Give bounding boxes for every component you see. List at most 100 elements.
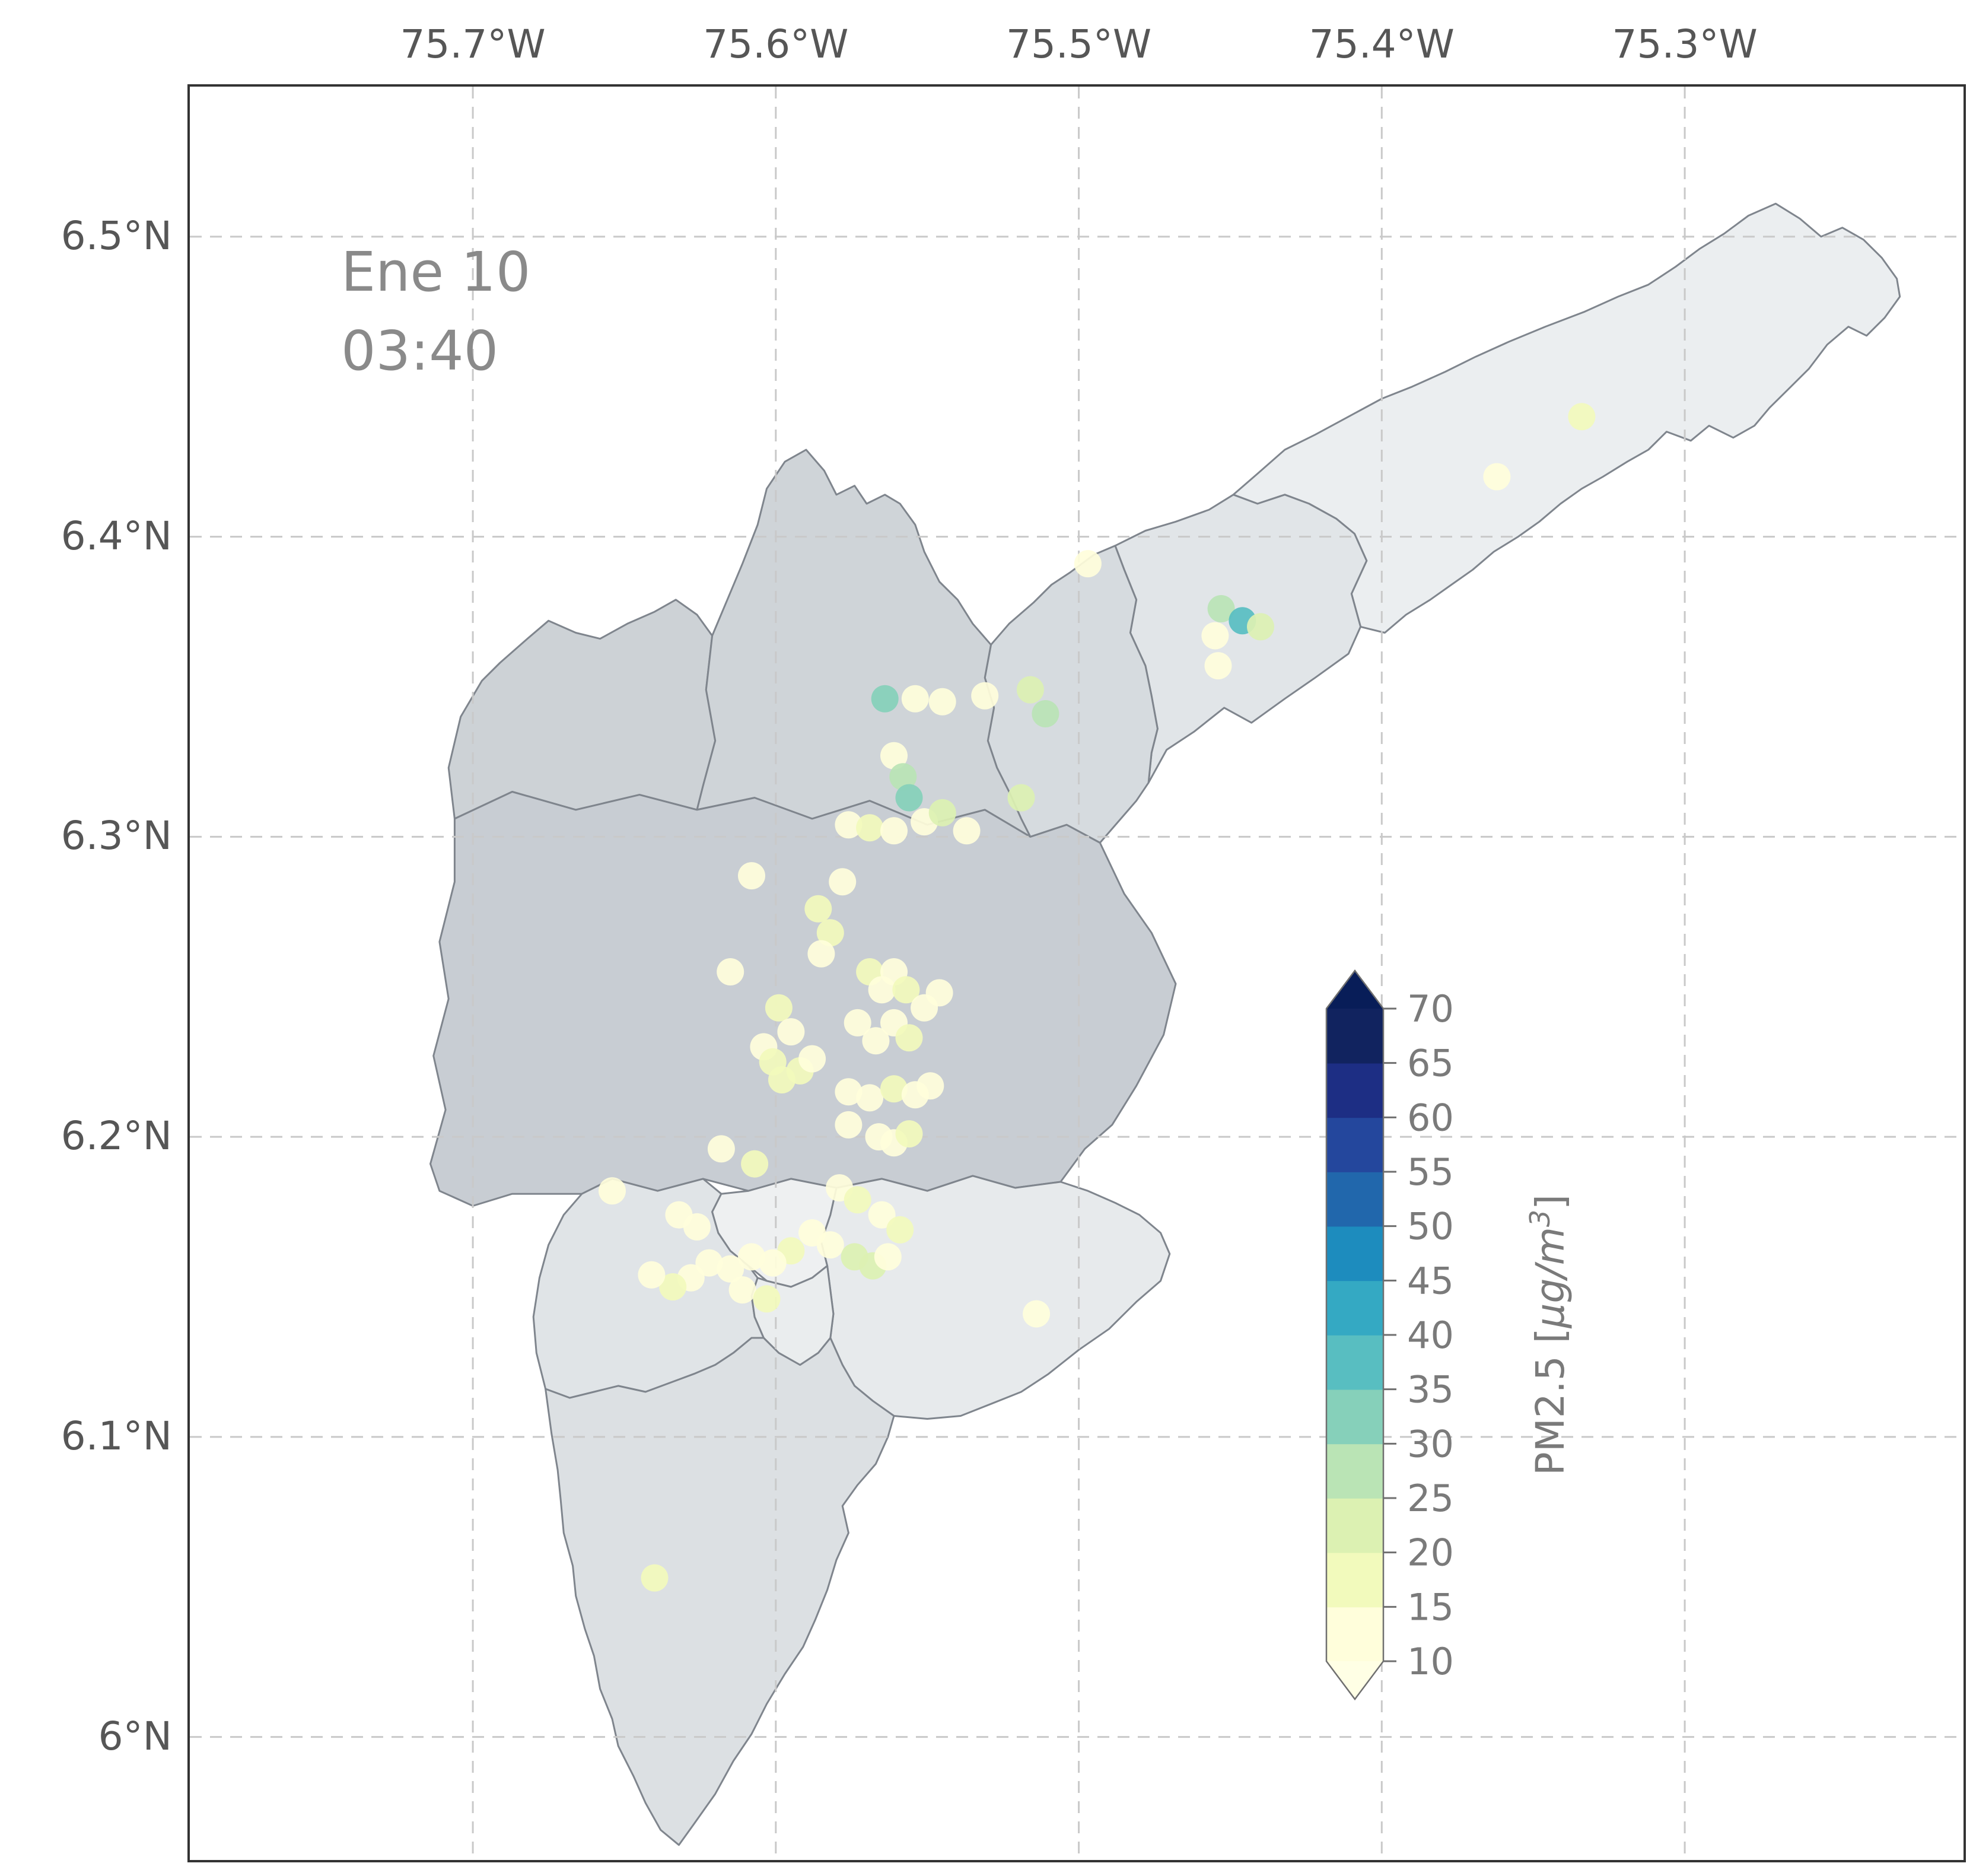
colorbar-under-arrow [1326, 1661, 1383, 1699]
x-tick-label: 75.4°W [1309, 21, 1455, 67]
pm25-point [880, 1075, 908, 1103]
colorbar-tick-label: 25 [1407, 1477, 1454, 1520]
colorbar-tick-label: 50 [1407, 1205, 1454, 1248]
pm25-point [798, 1045, 826, 1073]
municipality-polygon-r6 [429, 791, 1177, 1207]
pm25-point [844, 1186, 871, 1214]
colorbar-tick-label: 40 [1407, 1314, 1454, 1357]
colorbar-segment [1326, 1335, 1383, 1390]
municipality-polygon-r4 [696, 449, 1032, 838]
colorbar-tick-label: 65 [1407, 1042, 1454, 1085]
pm25-point [871, 685, 899, 713]
x-tick-label: 75.6°W [703, 21, 849, 67]
map-canvas [190, 87, 1964, 1860]
pm25-point [1201, 622, 1229, 650]
y-tick-label: 6°N [98, 1713, 172, 1759]
timestamp-annotation: Ene 10 03:40 [341, 233, 530, 391]
x-tick-label: 75.3°W [1612, 21, 1758, 67]
colorbar-segment [1326, 1607, 1383, 1662]
colorbar-tick-label: 30 [1407, 1422, 1454, 1465]
colorbar-over-arrow [1326, 971, 1383, 1009]
colorbar-segment [1326, 1063, 1383, 1118]
pm25-point [1074, 550, 1102, 578]
pm25-point [816, 1231, 844, 1259]
pm25-point [638, 1261, 666, 1289]
pm25-point [1483, 463, 1511, 491]
x-axis-tick-labels: 75.7°W 75.6°W 75.5°W 75.4°W 75.3°W [0, 0, 1973, 87]
colorbar-segment [1326, 1389, 1383, 1445]
pm25-point [856, 814, 884, 842]
colorbar-tick-label: 45 [1407, 1259, 1454, 1302]
pm25-point [953, 817, 981, 845]
pm25-point [868, 1201, 896, 1229]
colorbar-segment [1326, 1443, 1383, 1499]
timestamp-time: 03:40 [341, 319, 499, 383]
y-tick-label: 6.5°N [61, 212, 172, 259]
pm25-point [901, 685, 929, 713]
pm25-point [804, 895, 832, 923]
pm25-point [683, 1213, 711, 1241]
colorbar-segment [1326, 1226, 1383, 1282]
y-tick-label: 6.3°N [61, 813, 172, 859]
colorbar-tick-label: 20 [1407, 1531, 1454, 1575]
pm25-point [816, 919, 844, 947]
pm25-point [835, 1111, 863, 1139]
pm25-point [738, 862, 765, 890]
pm25-point [1207, 595, 1235, 622]
pm25-point [1007, 784, 1035, 812]
pm25-point [895, 1120, 923, 1148]
timestamp-date: Ene 10 [341, 240, 531, 304]
pm25-point [835, 811, 863, 839]
pm25-point [641, 1564, 669, 1592]
x-tick-label: 75.7°W [400, 21, 546, 67]
pm25-point [753, 1285, 781, 1313]
map-axes: Ene 10 03:40 [190, 87, 1964, 1860]
pm25-point [928, 688, 956, 716]
pm25-point [707, 1135, 735, 1163]
pm25-point [1204, 652, 1232, 680]
colorbar-tick-label: 55 [1407, 1150, 1454, 1194]
pm25-point [835, 1078, 863, 1106]
pm25-point [880, 742, 908, 770]
municipality-polygon-r11 [545, 1337, 895, 1846]
municipality-polygon-r1 [1232, 202, 1901, 634]
colorbar: 10 15 20 25 30 35 40 45 50 55 60 65 70 PM2.5 [μg/m3] [1325, 969, 1573, 1701]
pm25-point [880, 817, 908, 845]
pm25-point [1016, 676, 1044, 704]
pm25-point [717, 1255, 744, 1283]
x-tick-label: 75.5°W [1005, 21, 1152, 67]
pm25-point [886, 1216, 914, 1244]
colorbar-tick-label: 35 [1407, 1368, 1454, 1411]
pm25-point [741, 1150, 769, 1178]
pm25-point [738, 1243, 765, 1271]
pm25-point [759, 1249, 787, 1277]
colorbar-tick-label: 10 [1407, 1640, 1454, 1683]
pm25-point [917, 1072, 944, 1100]
pm25-point [928, 799, 956, 826]
pm25-point [889, 763, 917, 791]
y-axis-tick-labels: 6.5°N 6.4°N 6.3°N 6.2°N 6.1°N 6°N [0, 0, 190, 1876]
municipality-polygon-r5 [447, 599, 717, 820]
colorbar-axis-label: PM2.5 [μg/m3] [1524, 1194, 1573, 1476]
pm25-point [717, 958, 744, 985]
pm25-point [728, 1276, 756, 1304]
pm25-point [695, 1249, 723, 1277]
colorbar-segment [1326, 1552, 1383, 1608]
pm25-point [1032, 700, 1059, 727]
pm25-point [862, 1027, 890, 1055]
colorbar-segment [1326, 1172, 1383, 1227]
pm25-point [895, 1024, 923, 1052]
pm25-point [892, 976, 920, 1004]
y-tick-label: 6.1°N [61, 1413, 172, 1459]
pm25-point [829, 868, 857, 896]
pm25-point [1023, 1300, 1051, 1328]
pm25-point [874, 1243, 902, 1271]
colorbar-tick-label: 60 [1407, 1096, 1454, 1139]
colorbar-segment [1326, 1498, 1383, 1553]
pm25-point [1568, 403, 1596, 431]
colorbar-tick-label: 70 [1407, 987, 1454, 1031]
pm25-point [777, 1018, 805, 1046]
colorbar-segment [1326, 1009, 1383, 1064]
pm25-point [1247, 613, 1274, 641]
